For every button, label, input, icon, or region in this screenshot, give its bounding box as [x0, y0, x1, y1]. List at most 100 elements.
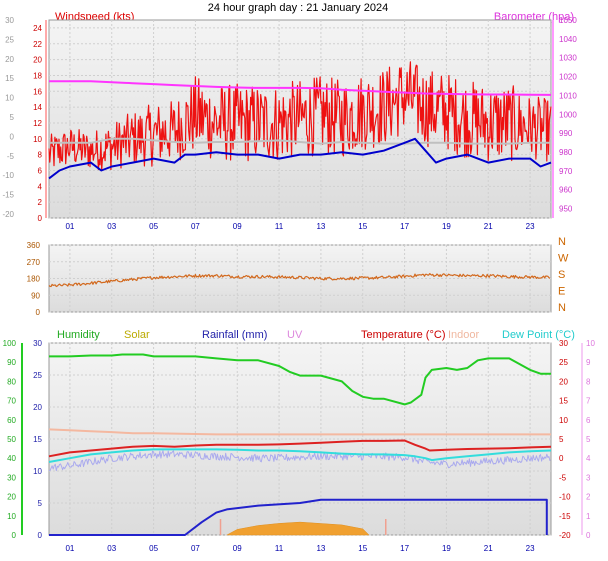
humidity-tick-label: 70: [7, 397, 16, 406]
x-tick-label: 11: [275, 544, 284, 553]
temperature-tick-label: -20: [559, 531, 571, 540]
x-tick-label: 17: [400, 544, 409, 553]
legend-indoor: Indoor: [448, 329, 480, 341]
rainfall-tick-label: 25: [33, 371, 42, 380]
average-wind-series: [49, 137, 551, 145]
barometer-tick-label: 1010: [559, 91, 577, 100]
temperature-tick-label: 20: [559, 377, 568, 386]
x-tick-label: 05: [149, 222, 158, 231]
wind-tick-label: 10: [33, 135, 42, 144]
legend-rainfall: Rainfall (mm): [202, 329, 267, 341]
extra-noisy-series: [48, 450, 551, 472]
x-tick-label: 23: [526, 222, 535, 231]
legend-solar: Solar: [124, 329, 150, 341]
temperature-tick-label: -5: [559, 473, 567, 482]
barometer-tick-label: 1050: [559, 16, 577, 25]
temperature-tick-label: 15: [559, 397, 568, 406]
humidity-tick-label: 100: [3, 339, 17, 348]
compass-label: E: [558, 286, 565, 298]
x-tick-label: 13: [316, 544, 325, 553]
x-tick-label: 23: [526, 544, 535, 553]
x-tick-label: 15: [358, 544, 367, 553]
x-tick-label: 03: [107, 222, 116, 231]
temperature-tick-label: 0: [559, 454, 564, 463]
humidity-tick-label: 90: [7, 358, 16, 367]
temp-panel-plot-area: [48, 342, 552, 536]
direction-tick-label: 360: [27, 241, 41, 250]
outer-tick-label: -20: [2, 210, 14, 219]
x-tick-label: 01: [65, 222, 74, 231]
outer-tick-label: -5: [7, 152, 15, 161]
temperature-tick-label: 10: [559, 416, 568, 425]
barometer-tick-label: 950: [559, 205, 573, 214]
x-tick-label: 13: [316, 222, 325, 231]
x-tick-label: 05: [149, 544, 158, 553]
rainfall-tick-label: 30: [33, 339, 42, 348]
humidity-tick-label: 50: [7, 435, 16, 444]
x-tick-label: 11: [275, 222, 284, 231]
wind-tick-label: 20: [33, 56, 42, 65]
x-tick-label: 15: [358, 222, 367, 231]
uv-tick-label: 9: [586, 358, 591, 367]
wind-tick-label: 12: [33, 119, 42, 128]
uv-tick-label: 1: [586, 512, 591, 521]
x-tick-label: 07: [191, 544, 200, 553]
outer-tick-label: 20: [5, 55, 14, 64]
compass-label: N: [558, 236, 566, 248]
rainfall-series: [49, 498, 548, 536]
wind-tick-label: 4: [38, 182, 43, 191]
dew-point-series: [48, 448, 552, 463]
temperature-tick-label: 30: [559, 339, 568, 348]
page-title: 24 hour graph day : 21 January 2024: [208, 2, 388, 14]
humidity-tick-label: 60: [7, 416, 16, 425]
rainfall-tick-label: 10: [33, 467, 42, 476]
barometer-tick-label: 980: [559, 148, 573, 157]
barometer-tick-label: 960: [559, 186, 573, 195]
outer-tick-label: 10: [5, 94, 14, 103]
x-tick-label: 07: [191, 222, 200, 231]
wind-direction-series: [48, 273, 551, 288]
wind-tick-label: 24: [33, 24, 42, 33]
temperature-tick-label: 25: [559, 358, 568, 367]
direction-tick-label: 180: [27, 275, 41, 284]
barometer-tick-label: 1040: [559, 35, 577, 44]
direction-panel-plot-area: [48, 244, 552, 313]
temperature-tick-label: -15: [559, 512, 571, 521]
uv-tick-label: 8: [586, 377, 591, 386]
outer-tick-label: 5: [10, 113, 15, 122]
outer-tick-label: -10: [2, 171, 14, 180]
wind-tick-label: 6: [38, 166, 43, 175]
uv-tick-label: 5: [586, 435, 591, 444]
x-tick-label: 19: [442, 544, 451, 553]
wind-tick-label: 18: [33, 71, 42, 80]
uv-tick-label: 10: [586, 339, 595, 348]
direction-tick-label: 90: [31, 291, 40, 300]
x-tick-label: 17: [400, 222, 409, 231]
humidity-tick-label: 0: [12, 531, 17, 540]
humidity-tick-label: 80: [7, 377, 16, 386]
humidity-tick-label: 10: [7, 512, 16, 521]
outer-tick-label: 15: [5, 74, 14, 83]
indoor-series: [48, 428, 551, 436]
barometer-tick-label: 1020: [559, 73, 577, 82]
humidity-tick-label: 20: [7, 493, 16, 502]
humidity-tick-label: 40: [7, 454, 16, 463]
uv-tick-label: 0: [586, 531, 591, 540]
uv-tick-label: 6: [586, 416, 591, 425]
uv-tick-label: 3: [586, 473, 591, 482]
barometer-tick-label: 970: [559, 167, 573, 176]
uv-tick-label: 2: [586, 493, 591, 502]
wind-lower-series: [48, 137, 552, 180]
humidity-tick-label: 30: [7, 473, 16, 482]
wind-tick-label: 14: [33, 103, 42, 112]
legend-dew-point: Dew Point (°C): [502, 329, 575, 341]
compass-label: W: [558, 253, 569, 265]
rainfall-tick-label: 15: [33, 435, 42, 444]
solar-area: [226, 521, 370, 536]
wind-tick-label: 0: [38, 214, 43, 223]
wind-tick-label: 22: [33, 40, 42, 49]
outer-tick-label: 25: [5, 35, 14, 44]
wind-tick-label: 8: [38, 151, 43, 160]
temperature-tick-label: 5: [559, 435, 564, 444]
